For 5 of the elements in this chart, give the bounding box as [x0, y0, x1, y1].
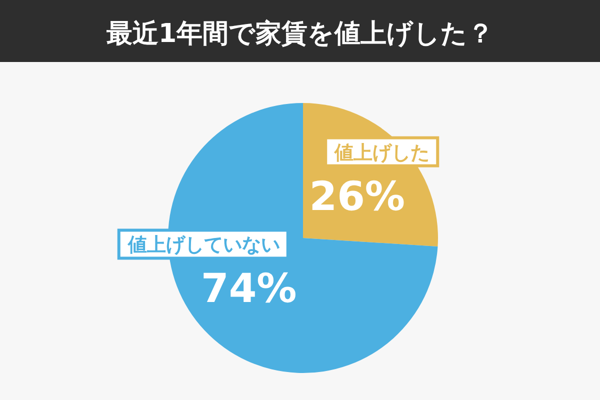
slice-label: 値上げした [334, 142, 430, 164]
chart-title: 最近1年間で家賃を値上げした？ [105, 19, 494, 49]
data-label: 74% [201, 266, 297, 312]
slice-label: 値上げしていない [126, 234, 280, 256]
data-label: 26% [309, 174, 405, 220]
